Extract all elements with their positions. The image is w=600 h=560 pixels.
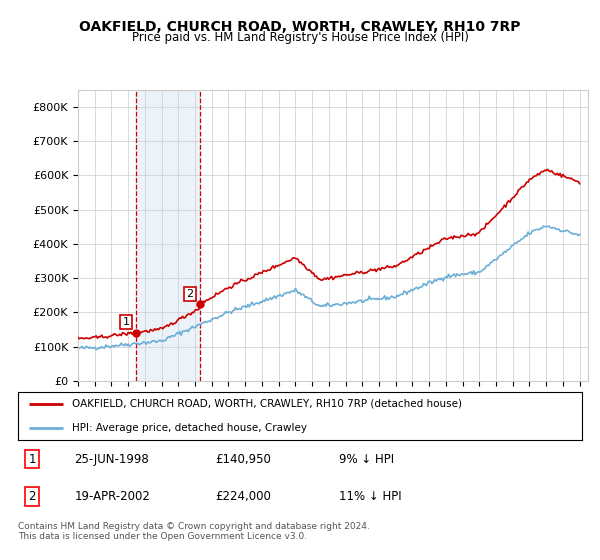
Text: 2: 2: [28, 491, 36, 503]
Bar: [136, 90, 200, 381]
Text: £224,000: £224,000: [215, 491, 271, 503]
Text: HPI: Average price, detached house, Crawley: HPI: Average price, detached house, Craw…: [71, 423, 307, 433]
Text: 2: 2: [187, 289, 194, 299]
Text: 9% ↓ HPI: 9% ↓ HPI: [340, 452, 395, 465]
Text: 1: 1: [28, 452, 36, 465]
Text: 11% ↓ HPI: 11% ↓ HPI: [340, 491, 402, 503]
Text: 19-APR-2002: 19-APR-2002: [74, 491, 150, 503]
Text: 25-JUN-1998: 25-JUN-1998: [74, 452, 149, 465]
Text: OAKFIELD, CHURCH ROAD, WORTH, CRAWLEY, RH10 7RP: OAKFIELD, CHURCH ROAD, WORTH, CRAWLEY, R…: [79, 20, 521, 34]
Text: 1: 1: [122, 317, 130, 327]
Text: Price paid vs. HM Land Registry's House Price Index (HPI): Price paid vs. HM Land Registry's House …: [131, 31, 469, 44]
Text: £140,950: £140,950: [215, 452, 271, 465]
Text: OAKFIELD, CHURCH ROAD, WORTH, CRAWLEY, RH10 7RP (detached house): OAKFIELD, CHURCH ROAD, WORTH, CRAWLEY, R…: [71, 399, 461, 409]
Text: Contains HM Land Registry data © Crown copyright and database right 2024.
This d: Contains HM Land Registry data © Crown c…: [18, 522, 370, 542]
